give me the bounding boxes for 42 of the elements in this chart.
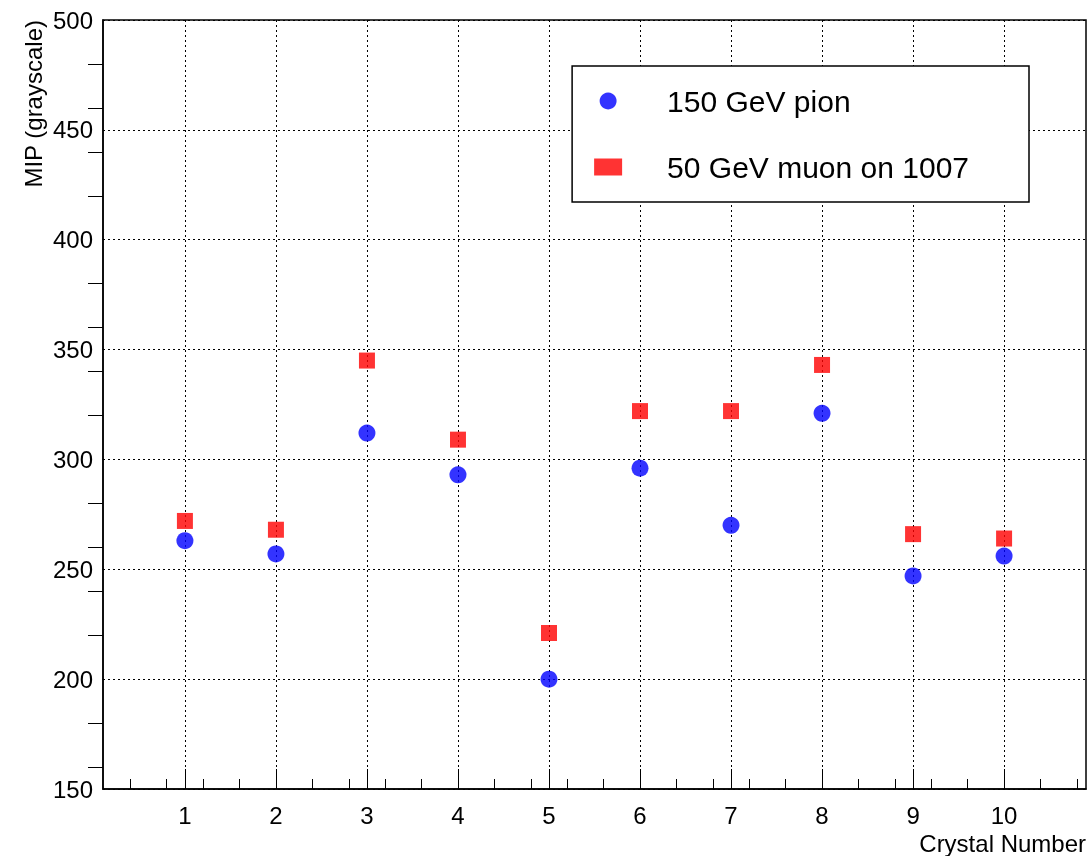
point: [723, 403, 740, 420]
point: [996, 530, 1013, 547]
y-tick-label: 150: [52, 775, 93, 803]
point: [722, 516, 740, 534]
y-tick-label: 200: [52, 665, 93, 693]
point: [358, 424, 376, 442]
y-axis-title: MIP (grayscale): [19, 20, 47, 188]
y-tick-label: 500: [52, 6, 93, 34]
x-tick-label: 5: [542, 801, 556, 829]
point: [632, 403, 649, 420]
point: [267, 521, 284, 538]
x-tick-label: 4: [451, 801, 465, 829]
x-tick-label: 9: [906, 801, 920, 829]
x-axis-title: Crystal Number: [919, 829, 1086, 856]
point: [358, 352, 375, 369]
y-tick-label: 400: [52, 226, 93, 254]
point: [540, 625, 557, 641]
x-tick-label: 7: [724, 801, 738, 829]
y-tick-label: 250: [52, 555, 93, 583]
y-tick-label: 350: [52, 336, 93, 364]
x-tick-label: 8: [815, 801, 829, 829]
x-tick-label: 2: [269, 801, 283, 829]
x-tick-label: 10: [990, 801, 1018, 829]
legend-label: 50 GeV muon on 1007: [667, 150, 969, 184]
point: [814, 356, 831, 373]
x-tick-label: 1: [178, 801, 192, 829]
point: [449, 466, 467, 484]
point: [995, 547, 1013, 565]
point: [176, 532, 194, 550]
point: [813, 404, 831, 422]
point: [449, 431, 466, 448]
legend-label: 150 GeV pion: [667, 84, 851, 118]
y-tick-label: 450: [52, 116, 93, 144]
x-tick-label: 3: [360, 801, 374, 829]
point: [176, 512, 193, 529]
point: [904, 567, 922, 585]
point: [267, 545, 285, 563]
point: [540, 670, 558, 688]
point: [905, 526, 922, 543]
y-tick-label: 300: [52, 445, 93, 473]
x-tick-label: 6: [633, 801, 647, 829]
point: [631, 459, 649, 477]
